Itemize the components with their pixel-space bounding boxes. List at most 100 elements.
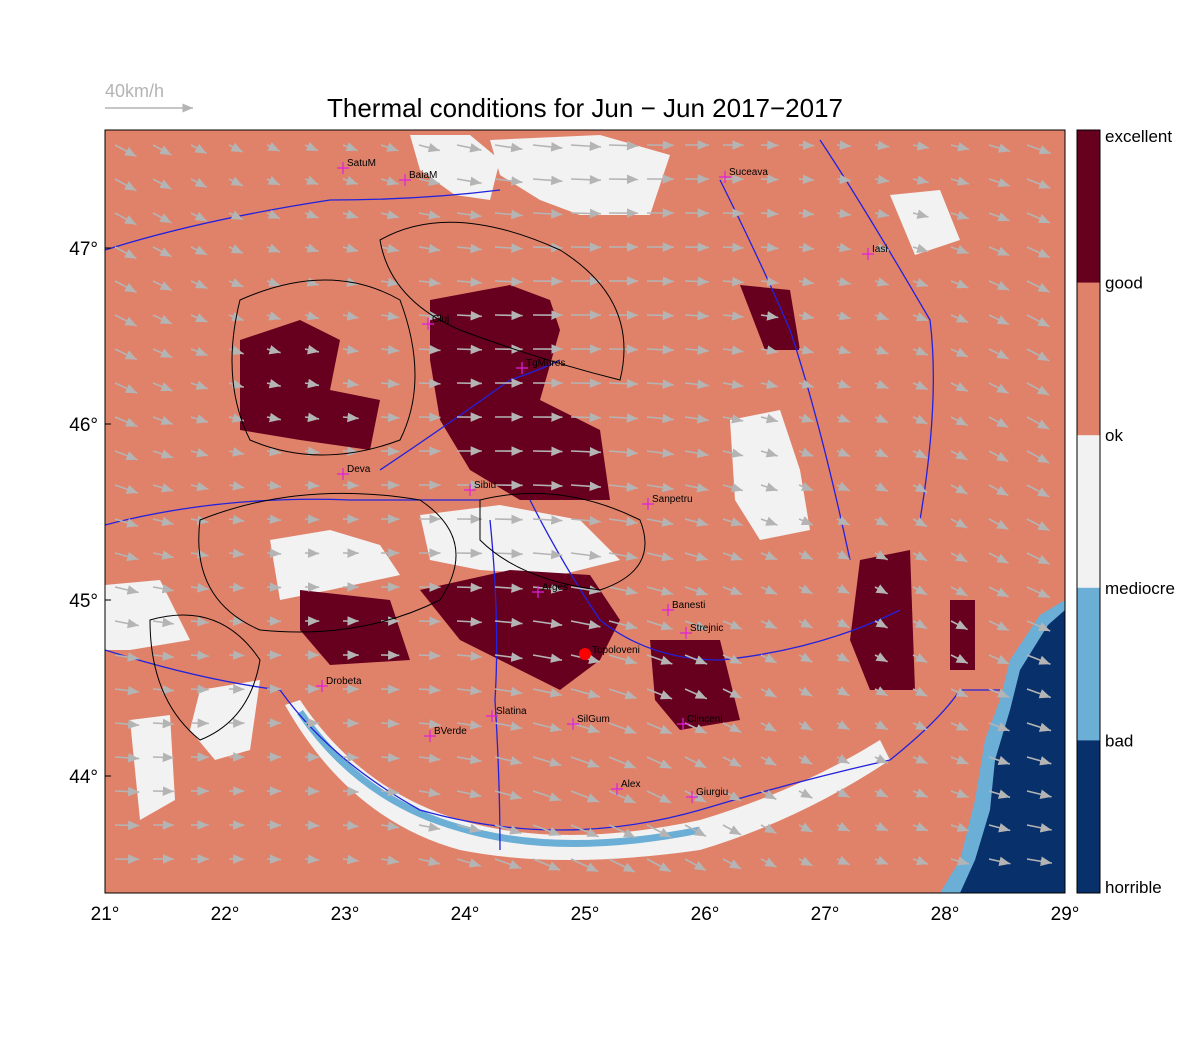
wind-arrow [760,208,779,219]
wind-arrow [950,347,969,358]
wind-arrow [950,416,968,427]
map-area [105,130,1065,893]
wind-arrow [418,277,441,288]
wind-arrow [494,790,522,800]
wind-arrow [950,620,968,631]
wind-arrow [418,856,441,867]
wind-arrow [874,516,889,527]
wind-arrow [988,518,1009,531]
wind-arrow [304,209,319,219]
wind-arrow [304,141,319,152]
colorbar-label: mediocre [1105,579,1175,598]
wind-arrow [228,379,244,389]
wind-arrow [760,789,777,801]
wind-arrow [266,277,281,287]
wind-arrow [418,344,441,355]
wind-arrow [494,276,523,287]
wind-arrow [494,652,523,662]
wind-arrow [114,178,137,192]
wind-arrow [304,311,320,321]
wind-arrow [228,514,245,525]
wind-arrow [418,753,441,764]
wind-arrow [114,144,137,158]
wind-arrow [570,481,601,492]
wind-arrow [114,212,137,226]
wind-arrow [342,344,359,355]
wind-arrow [304,378,320,389]
wind-arrow [266,446,282,457]
wind-arrow [418,719,441,729]
wind-arrow [874,855,889,866]
wind-arrow [1026,789,1052,799]
wind-arrow [760,242,779,253]
wind-arrow [342,480,359,490]
wind-arrow [798,652,813,663]
city-label: Arges [542,582,568,593]
wind-legend: 40km/h [105,81,164,101]
wind-arrow [760,585,778,595]
wind-arrow [760,345,779,355]
wind-arrow [1026,144,1052,155]
wind-arrow [798,550,814,561]
wind-arrow [152,449,174,459]
wind-arrow [532,722,562,733]
wind-arrow [836,208,852,219]
wind-arrow [380,378,400,389]
wind-arrow [228,176,244,187]
wind-arrow [798,481,814,492]
city-marker [677,718,689,730]
city-marker [719,171,731,183]
wind-arrow [950,552,968,563]
wind-arrow [722,790,742,802]
wind-arrow [912,277,929,288]
wind-arrow [418,378,441,389]
wind-arrow [646,688,673,700]
lon-tick-label: 28° [931,904,960,925]
wind-arrow [836,549,850,561]
wind-arrow [722,858,742,870]
colorbar-label: bad [1105,731,1133,750]
wind-arrow [912,652,928,664]
colorbar-frame [1076,129,1101,894]
wind-arrow [570,858,599,873]
wind-arrow [152,684,174,695]
wind-arrow [760,516,778,526]
wind-arrow [798,140,815,150]
wind-arrow [152,718,174,729]
lat-tick-label: 45° [69,591,98,612]
wind-arrow [570,412,601,423]
wind-arrow [456,858,482,868]
wind-arrow [190,177,208,189]
wind-arrow [798,413,814,423]
wind-arrow [570,688,601,699]
wind-arrow [152,314,173,325]
wind-arrow [798,345,814,355]
wind-arrow [266,582,282,592]
wind-arrow [152,617,174,628]
wind-arrow [760,823,777,834]
wind-arrow [722,585,743,596]
wind-arrow [1026,620,1051,632]
wind-arrow [152,348,173,359]
wind-arrow [950,210,970,220]
city-label: Suceava [729,167,768,178]
wind-arrow [608,482,638,492]
wind-arrow [608,551,638,561]
wind-arrow [988,755,1011,766]
wind-arrow [532,515,563,525]
wind-arrow [1026,416,1050,430]
city-marker [337,468,349,480]
wind-arrow [722,414,744,424]
wind-arrow [722,756,742,768]
wind-arrow [152,550,174,560]
wind-arrow [342,209,359,219]
wind-arrow [950,822,970,832]
city-marker [567,718,579,730]
wind-arrow [684,620,708,631]
wind-arrow [988,246,1010,257]
wind-arrow [532,142,563,152]
wind-arrow [380,752,400,763]
wind-arrow [532,653,563,663]
colorbar-segment [1077,587,1100,741]
wind-arrow [494,514,523,525]
